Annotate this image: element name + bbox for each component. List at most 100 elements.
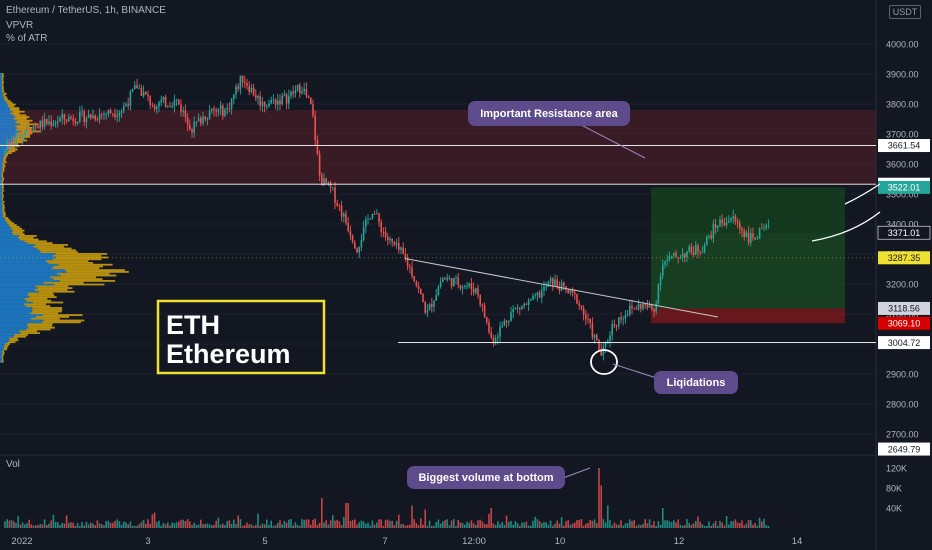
- price-tick: 3800.00: [886, 100, 919, 110]
- volume-bar: [767, 525, 770, 528]
- profile-bar-up: [0, 85, 2, 88]
- volume-bar: [626, 523, 629, 528]
- volume-bar: [659, 524, 662, 528]
- profile-bar-up: [0, 125, 16, 127]
- volume-bar: [391, 520, 393, 528]
- candle-body: [195, 121, 198, 123]
- candle-body: [475, 288, 477, 293]
- volume-bar: [208, 524, 211, 528]
- candle-body: [173, 100, 176, 107]
- candle-body: [127, 104, 129, 106]
- candle-body: [609, 335, 611, 341]
- profile-bar-down: [2, 170, 5, 172]
- profile-bar-up: [0, 339, 10, 342]
- candle-body: [393, 241, 396, 245]
- profile-bar-up: [0, 289, 36, 291]
- profile-bar-down: [2, 91, 5, 93]
- candle-body: [481, 304, 484, 306]
- candle-body: [105, 114, 107, 115]
- candle-body: [684, 253, 686, 258]
- profile-bar-up: [0, 128, 17, 131]
- volume-bar: [17, 516, 19, 528]
- volume-tick: 120K: [886, 464, 907, 474]
- symbol-title[interactable]: Ethereum / TetherUS, 1h, BINANCE: [6, 5, 166, 16]
- volume-bar: [703, 525, 706, 528]
- indicator-atr[interactable]: % of ATR: [6, 33, 48, 44]
- volume-bar: [640, 525, 642, 528]
- price-label: 2649.79: [888, 444, 921, 454]
- price-label: 3287.35: [888, 253, 921, 263]
- volume-bar: [400, 524, 402, 528]
- candle-body: [642, 304, 644, 309]
- profile-bar-down: [30, 312, 59, 315]
- profile-bar-up: [0, 109, 11, 111]
- volume-bar: [554, 523, 556, 528]
- profile-bar-up: [0, 229, 13, 232]
- profile-bar-up: [0, 316, 36, 318]
- candle-body: [754, 237, 756, 240]
- profile-bar-down: [15, 125, 30, 127]
- candle-body: [103, 114, 105, 116]
- candle-body: [186, 117, 189, 125]
- candle-body: [13, 142, 15, 146]
- candle-body: [750, 233, 752, 243]
- price-tick: 3400.00: [886, 220, 919, 230]
- volume-callout-text: Biggest volume at bottom: [418, 472, 553, 484]
- profile-bar-down: [1, 359, 4, 361]
- volume-bar: [202, 523, 204, 528]
- profile-bar-up: [0, 290, 39, 293]
- profile-bar-up: [0, 114, 14, 117]
- profile-bar-up: [0, 175, 2, 178]
- candle-body: [94, 115, 96, 120]
- volume-bar: [670, 522, 673, 528]
- volume-bar: [508, 521, 510, 528]
- profile-bar-up: [0, 294, 29, 297]
- volume-bar: [591, 520, 594, 528]
- candle-body: [257, 96, 259, 99]
- volume-bar: [734, 519, 737, 528]
- volume-bar: [74, 525, 77, 528]
- volume-bar: [294, 522, 297, 528]
- volume-tick: 80K: [886, 484, 902, 494]
- candle-body: [699, 251, 701, 253]
- profile-bar-down: [12, 233, 25, 235]
- profile-bar-down: [2, 215, 6, 217]
- candle-body: [697, 245, 699, 252]
- volume-bar: [543, 522, 545, 528]
- indicator-vpvr[interactable]: VPVR: [6, 20, 34, 31]
- volume-bar: [739, 523, 741, 528]
- volume-bar: [611, 525, 613, 528]
- profile-bar-down: [43, 319, 85, 322]
- volume-bar: [514, 521, 517, 528]
- candle-body: [635, 308, 638, 310]
- liquidations-callout: Liqidations: [590, 349, 738, 394]
- candle-body: [703, 244, 706, 253]
- profile-bar-down: [2, 209, 5, 212]
- volume-bar: [263, 524, 266, 528]
- volume-bar: [717, 525, 719, 528]
- profile-bar-up: [0, 308, 33, 311]
- volume-bar: [219, 524, 222, 528]
- candle-body: [35, 126, 37, 127]
- profile-bar-up: [0, 159, 3, 162]
- candle-body: [488, 322, 490, 333]
- profile-bar-up: [0, 343, 6, 345]
- profile-bar-down: [52, 258, 102, 261]
- candle-body: [182, 110, 184, 112]
- volume-bar: [107, 520, 110, 528]
- candle-body: [292, 91, 294, 94]
- volume-bar: [158, 520, 160, 528]
- profile-bar-down: [20, 123, 39, 126]
- candle-body: [578, 303, 580, 306]
- candle-body: [571, 289, 574, 293]
- candle-body: [664, 261, 666, 265]
- currency-badge[interactable]: USDT: [889, 5, 921, 19]
- profile-bar-up: [0, 262, 49, 264]
- profile-bar-up: [0, 245, 34, 248]
- candle-body: [340, 205, 343, 217]
- candle-body: [633, 307, 635, 309]
- profile-bar-down: [11, 227, 22, 230]
- profile-bar-down: [1, 355, 4, 358]
- candle-body: [356, 248, 358, 253]
